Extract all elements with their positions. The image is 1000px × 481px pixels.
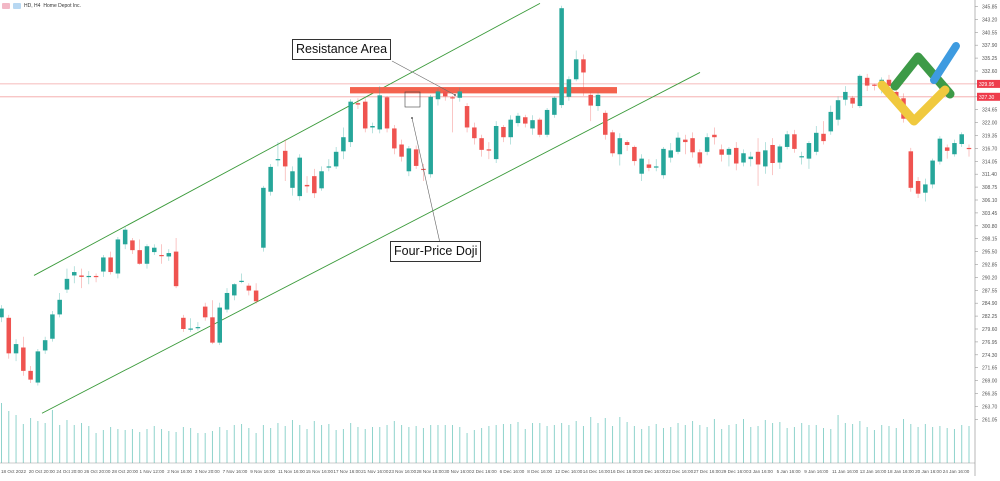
chart-title-bar: HD, H4 Home Depot Inc. [2, 1, 81, 11]
svg-text:11 Nov 16:00: 11 Nov 16:00 [278, 469, 305, 474]
svg-text:9 Jan 16:00: 9 Jan 16:00 [804, 469, 828, 474]
svg-text:276.95: 276.95 [982, 340, 998, 346]
svg-text:292.85: 292.85 [982, 263, 998, 269]
svg-text:27 Dec 16:00: 27 Dec 16:00 [694, 469, 722, 474]
svg-text:20 Jan 16:00: 20 Jan 16:00 [915, 469, 942, 474]
svg-text:21 Nov 16:00: 21 Nov 16:00 [361, 469, 389, 474]
svg-text:28 Oct 20:00: 28 Oct 20:00 [112, 469, 139, 474]
svg-text:24 Oct 20:00: 24 Oct 20:00 [56, 469, 83, 474]
svg-text:29 Dec 16:00: 29 Dec 16:00 [721, 469, 749, 474]
svg-text:11 Jan 16:00: 11 Jan 16:00 [832, 469, 859, 474]
annotation-leader-lines [391, 60, 456, 244]
svg-text:332.60: 332.60 [982, 69, 998, 75]
svg-text:263.70: 263.70 [982, 404, 998, 410]
svg-text:28 Nov 16:00: 28 Nov 16:00 [417, 469, 445, 474]
svg-text:1 Nov 12:00: 1 Nov 12:00 [140, 469, 165, 474]
svg-text:15 Nov 16:00: 15 Nov 16:00 [306, 469, 334, 474]
svg-text:343.20: 343.20 [982, 17, 998, 23]
svg-text:287.55: 287.55 [982, 288, 998, 294]
svg-text:17 Nov 16:00: 17 Nov 16:00 [333, 469, 361, 474]
svg-text:266.35: 266.35 [982, 392, 998, 398]
svg-text:329.95: 329.95 [979, 82, 995, 88]
svg-text:308.75: 308.75 [982, 185, 998, 191]
brand-logo-icon [877, 42, 960, 126]
svg-text:274.30: 274.30 [982, 353, 998, 359]
svg-text:327.30: 327.30 [979, 95, 995, 101]
chart-type-icon[interactable] [2, 3, 10, 9]
svg-text:306.10: 306.10 [982, 198, 998, 204]
svg-text:26 Oct 20:00: 26 Oct 20:00 [84, 469, 111, 474]
svg-text:6 Dec 16:00: 6 Dec 16:00 [500, 469, 525, 474]
svg-text:13 Jan 16:00: 13 Jan 16:00 [860, 469, 887, 474]
resistance-area-label: Resistance Area [292, 39, 392, 60]
svg-text:3 Jan 16:00: 3 Jan 16:00 [749, 469, 773, 474]
svg-text:269.00: 269.00 [982, 379, 998, 385]
svg-text:24 Jan 16:00: 24 Jan 16:00 [943, 469, 970, 474]
svg-text:30 Nov 16:00: 30 Nov 16:00 [444, 469, 472, 474]
svg-text:5 Jan 16:00: 5 Jan 16:00 [777, 469, 801, 474]
doji-highlight-box[interactable] [404, 91, 421, 108]
ascending-channel-lines[interactable] [33, 2, 701, 414]
svg-text:16 Dec 16:00: 16 Dec 16:00 [610, 469, 638, 474]
svg-text:18 Jan 16:00: 18 Jan 16:00 [887, 469, 914, 474]
svg-text:322.00: 322.00 [982, 121, 998, 127]
svg-text:261.05: 261.05 [982, 417, 998, 423]
svg-text:14 Dec 16:00: 14 Dec 16:00 [583, 469, 611, 474]
svg-text:7 Nov 16:00: 7 Nov 16:00 [223, 469, 248, 474]
candlestick-series [0, 5, 972, 386]
svg-text:2 Nov 16:00: 2 Nov 16:00 [167, 469, 192, 474]
svg-text:279.60: 279.60 [982, 327, 998, 333]
instrument-name: Home Depot Inc. [43, 3, 81, 9]
svg-text:8 Dec 16:00: 8 Dec 16:00 [527, 469, 552, 474]
svg-text:316.70: 316.70 [982, 146, 998, 152]
horizontal-level-lines[interactable] [0, 83, 975, 98]
svg-text:314.05: 314.05 [982, 159, 998, 165]
svg-text:18 Oct 2022: 18 Oct 2022 [1, 469, 26, 474]
svg-text:303.45: 303.45 [982, 211, 998, 217]
svg-text:319.35: 319.35 [982, 134, 998, 140]
svg-text:23 Nov 16:00: 23 Nov 16:00 [389, 469, 417, 474]
volume-histogram [1, 403, 970, 463]
svg-text:298.15: 298.15 [982, 237, 998, 243]
svg-text:290.20: 290.20 [982, 275, 998, 281]
svg-text:335.25: 335.25 [982, 56, 998, 62]
svg-text:9 Nov 16:00: 9 Nov 16:00 [250, 469, 275, 474]
svg-text:345.85: 345.85 [982, 5, 998, 11]
svg-text:284.90: 284.90 [982, 301, 998, 307]
svg-text:271.65: 271.65 [982, 366, 998, 372]
svg-text:324.65: 324.65 [982, 108, 998, 114]
symbol-timeframe: HD, H4 [24, 3, 41, 9]
svg-text:300.80: 300.80 [982, 224, 998, 230]
resistance-zone-rectangle[interactable] [350, 87, 617, 94]
svg-text:20 Oct 20:00: 20 Oct 20:00 [29, 469, 56, 474]
svg-text:12 Dec 16:00: 12 Dec 16:00 [555, 469, 583, 474]
svg-text:20 Dec 16:00: 20 Dec 16:00 [638, 469, 666, 474]
price-axis[interactable]: 345.85 343.20 340.55 337.90 335.25 332.60 329.… [974, 0, 1000, 476]
svg-text:295.50: 295.50 [982, 250, 998, 256]
svg-text:2 Dec 16:00: 2 Dec 16:00 [472, 469, 497, 474]
svg-text:3 Nov 20:00: 3 Nov 20:00 [195, 469, 220, 474]
svg-text:337.90: 337.90 [982, 43, 998, 49]
svg-text:22 Dec 16:00: 22 Dec 16:00 [666, 469, 694, 474]
time-axis[interactable]: 18 Oct 2022 20 Oct 20:00 24 Oct 20:00 26 Oc… [0, 462, 975, 474]
svg-text:311.40: 311.40 [982, 172, 997, 178]
svg-text:282.25: 282.25 [982, 314, 998, 320]
svg-text:340.55: 340.55 [982, 30, 998, 36]
four-price-doji-label: Four-Price Doji [390, 241, 482, 262]
indicator-icon[interactable] [13, 3, 21, 9]
